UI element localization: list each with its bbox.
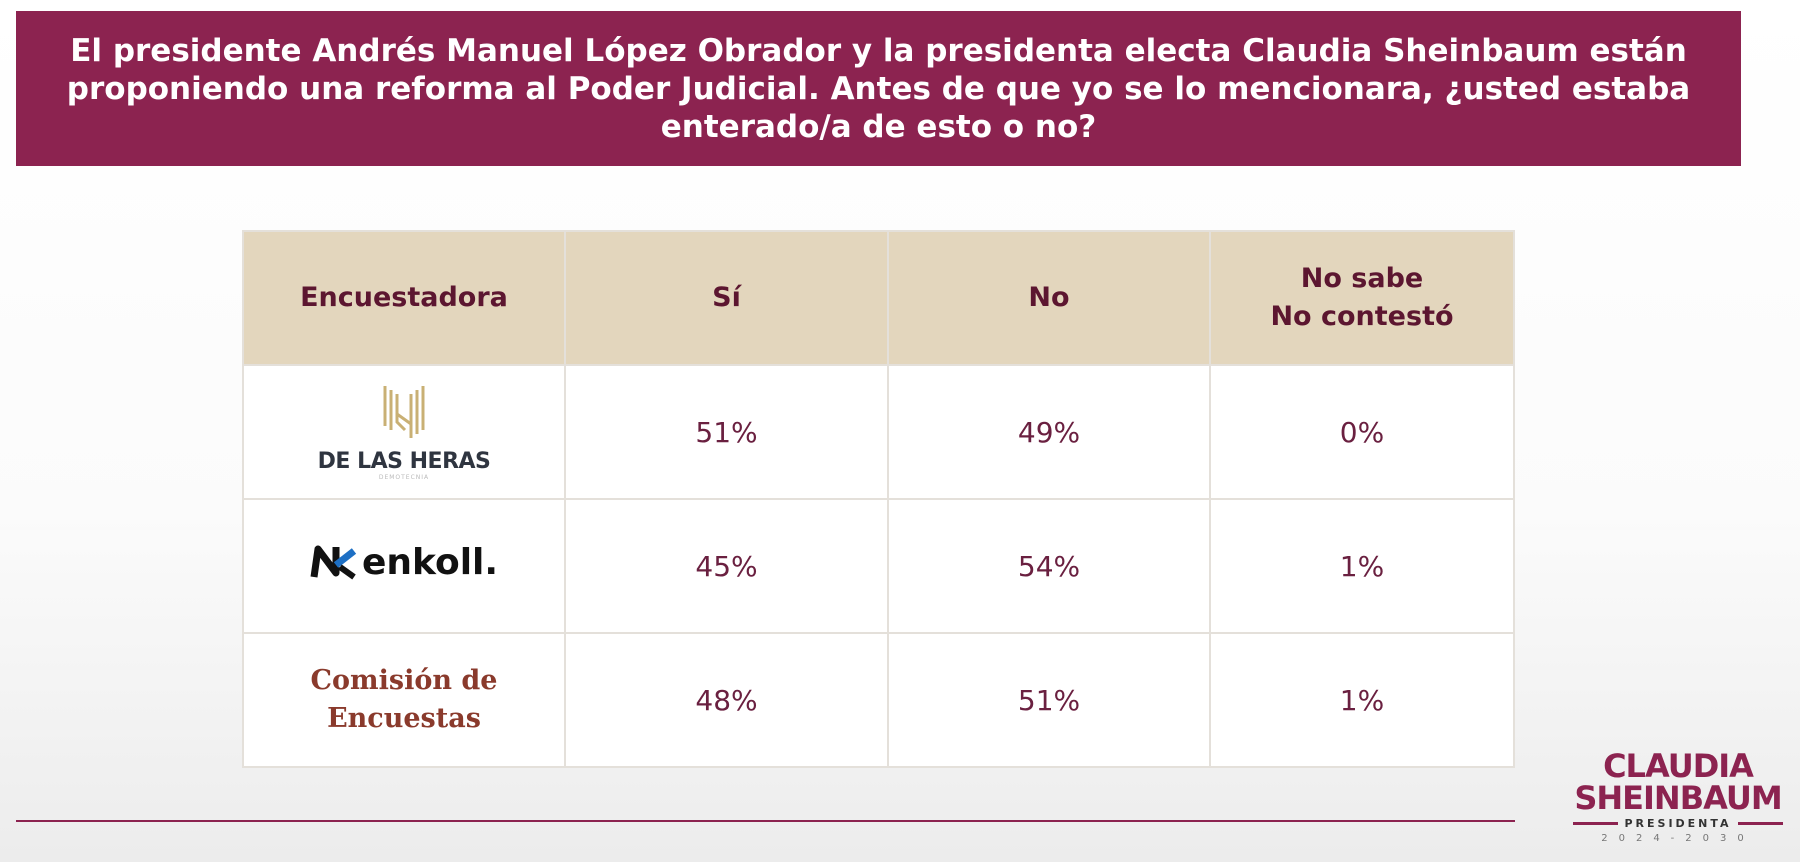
comision-line1: Comisión de	[310, 665, 498, 696]
cell-si: 48%	[564, 632, 889, 768]
cell-no: 54%	[887, 498, 1211, 634]
enkoll-name: enkoll.	[361, 542, 499, 584]
table-row: DE LAS HERAS DEMOTECNIA 51% 49% 0%	[242, 364, 1515, 500]
poll-table: Encuestadora Sí No No sabe No contestó DE…	[242, 230, 1515, 768]
logo-line3-wrap: PRESIDENTA	[1573, 817, 1784, 830]
logo-line3: PRESIDENTA	[1624, 817, 1732, 830]
cell-nsnc: 0%	[1209, 364, 1515, 500]
comision-line2: Encuestas	[327, 703, 481, 734]
divider	[16, 820, 1515, 822]
enkoll-logo-icon	[310, 545, 357, 580]
header-nocontesto: No contestó	[1270, 301, 1454, 332]
cell-no: 51%	[887, 632, 1211, 768]
cell-nsnc: 1%	[1209, 632, 1515, 768]
table-row: Comisión de Encuestas 48% 51% 1%	[242, 632, 1515, 768]
cell-si: 45%	[564, 498, 889, 634]
cell-nsnc: 1%	[1209, 498, 1515, 634]
question-text: El presidente Andrés Manuel López Obrado…	[66, 32, 1691, 145]
header-si: Sí	[564, 230, 889, 366]
pollster-comision: Comisión de Encuestas	[242, 632, 566, 768]
logo-line1: CLAUDIA	[1603, 747, 1754, 785]
de-las-heras-name: DE LAS HERAS	[317, 448, 491, 474]
header-nosabe: No sabe	[1300, 263, 1424, 294]
table-row: enkoll. 45% 54% 1%	[242, 498, 1515, 634]
de-las-heras-sub: DEMOTECNIA	[378, 473, 430, 481]
logo-line4: 2024-2030	[1601, 833, 1755, 844]
cell-no: 49%	[887, 364, 1211, 500]
pollster-de-las-heras: DE LAS HERAS DEMOTECNIA	[242, 364, 566, 500]
sheinbaum-logo: CLAUDIA SHEINBAUM PRESIDENTA 2024-2030	[1573, 747, 1784, 844]
table-header-row: Encuestadora Sí No No sabe No contestó	[242, 230, 1515, 366]
logo-line2: SHEINBAUM	[1574, 779, 1782, 817]
header-nsnc: No sabe No contestó	[1209, 230, 1515, 366]
pollster-enkoll: enkoll.	[242, 498, 566, 634]
question-banner: El presidente Andrés Manuel López Obrado…	[16, 11, 1741, 166]
header-no: No	[887, 230, 1211, 366]
cell-si: 51%	[564, 364, 889, 500]
header-pollster: Encuestadora	[242, 230, 566, 366]
de-las-heras-logo-icon	[383, 385, 425, 438]
